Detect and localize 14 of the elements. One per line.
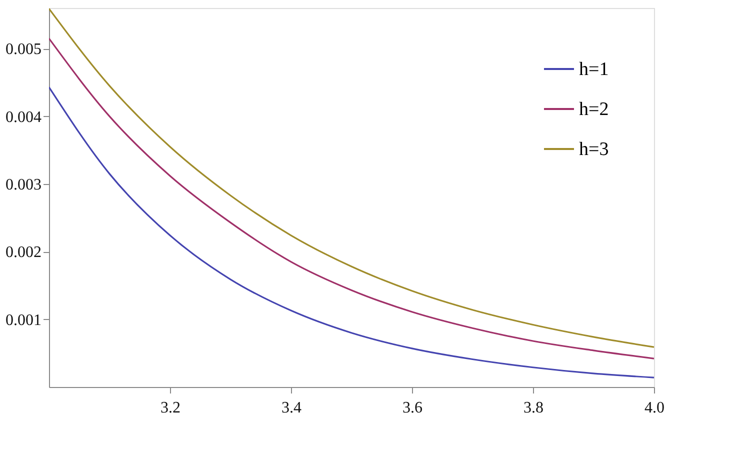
legend-label: h=1	[579, 59, 609, 80]
x-tick-label: 3.8	[524, 400, 544, 416]
y-tick-label: 0.002	[6, 244, 42, 262]
y-tick-label: 0.003	[6, 176, 42, 194]
line-series	[49, 86, 654, 378]
y-tick-label: 0.004	[6, 108, 42, 126]
y-tick-label: 0.005	[6, 41, 42, 58]
legend-label: h=3	[579, 139, 609, 160]
x-tick-label: 3.4	[282, 400, 302, 416]
x-tick-label: 4.0	[644, 400, 664, 416]
x-tick-label: 3.2	[160, 400, 180, 416]
y-tick-label: 0.001	[6, 312, 42, 329]
x-tick-label: 3.6	[402, 400, 422, 416]
legend-label: h=2	[579, 99, 609, 120]
